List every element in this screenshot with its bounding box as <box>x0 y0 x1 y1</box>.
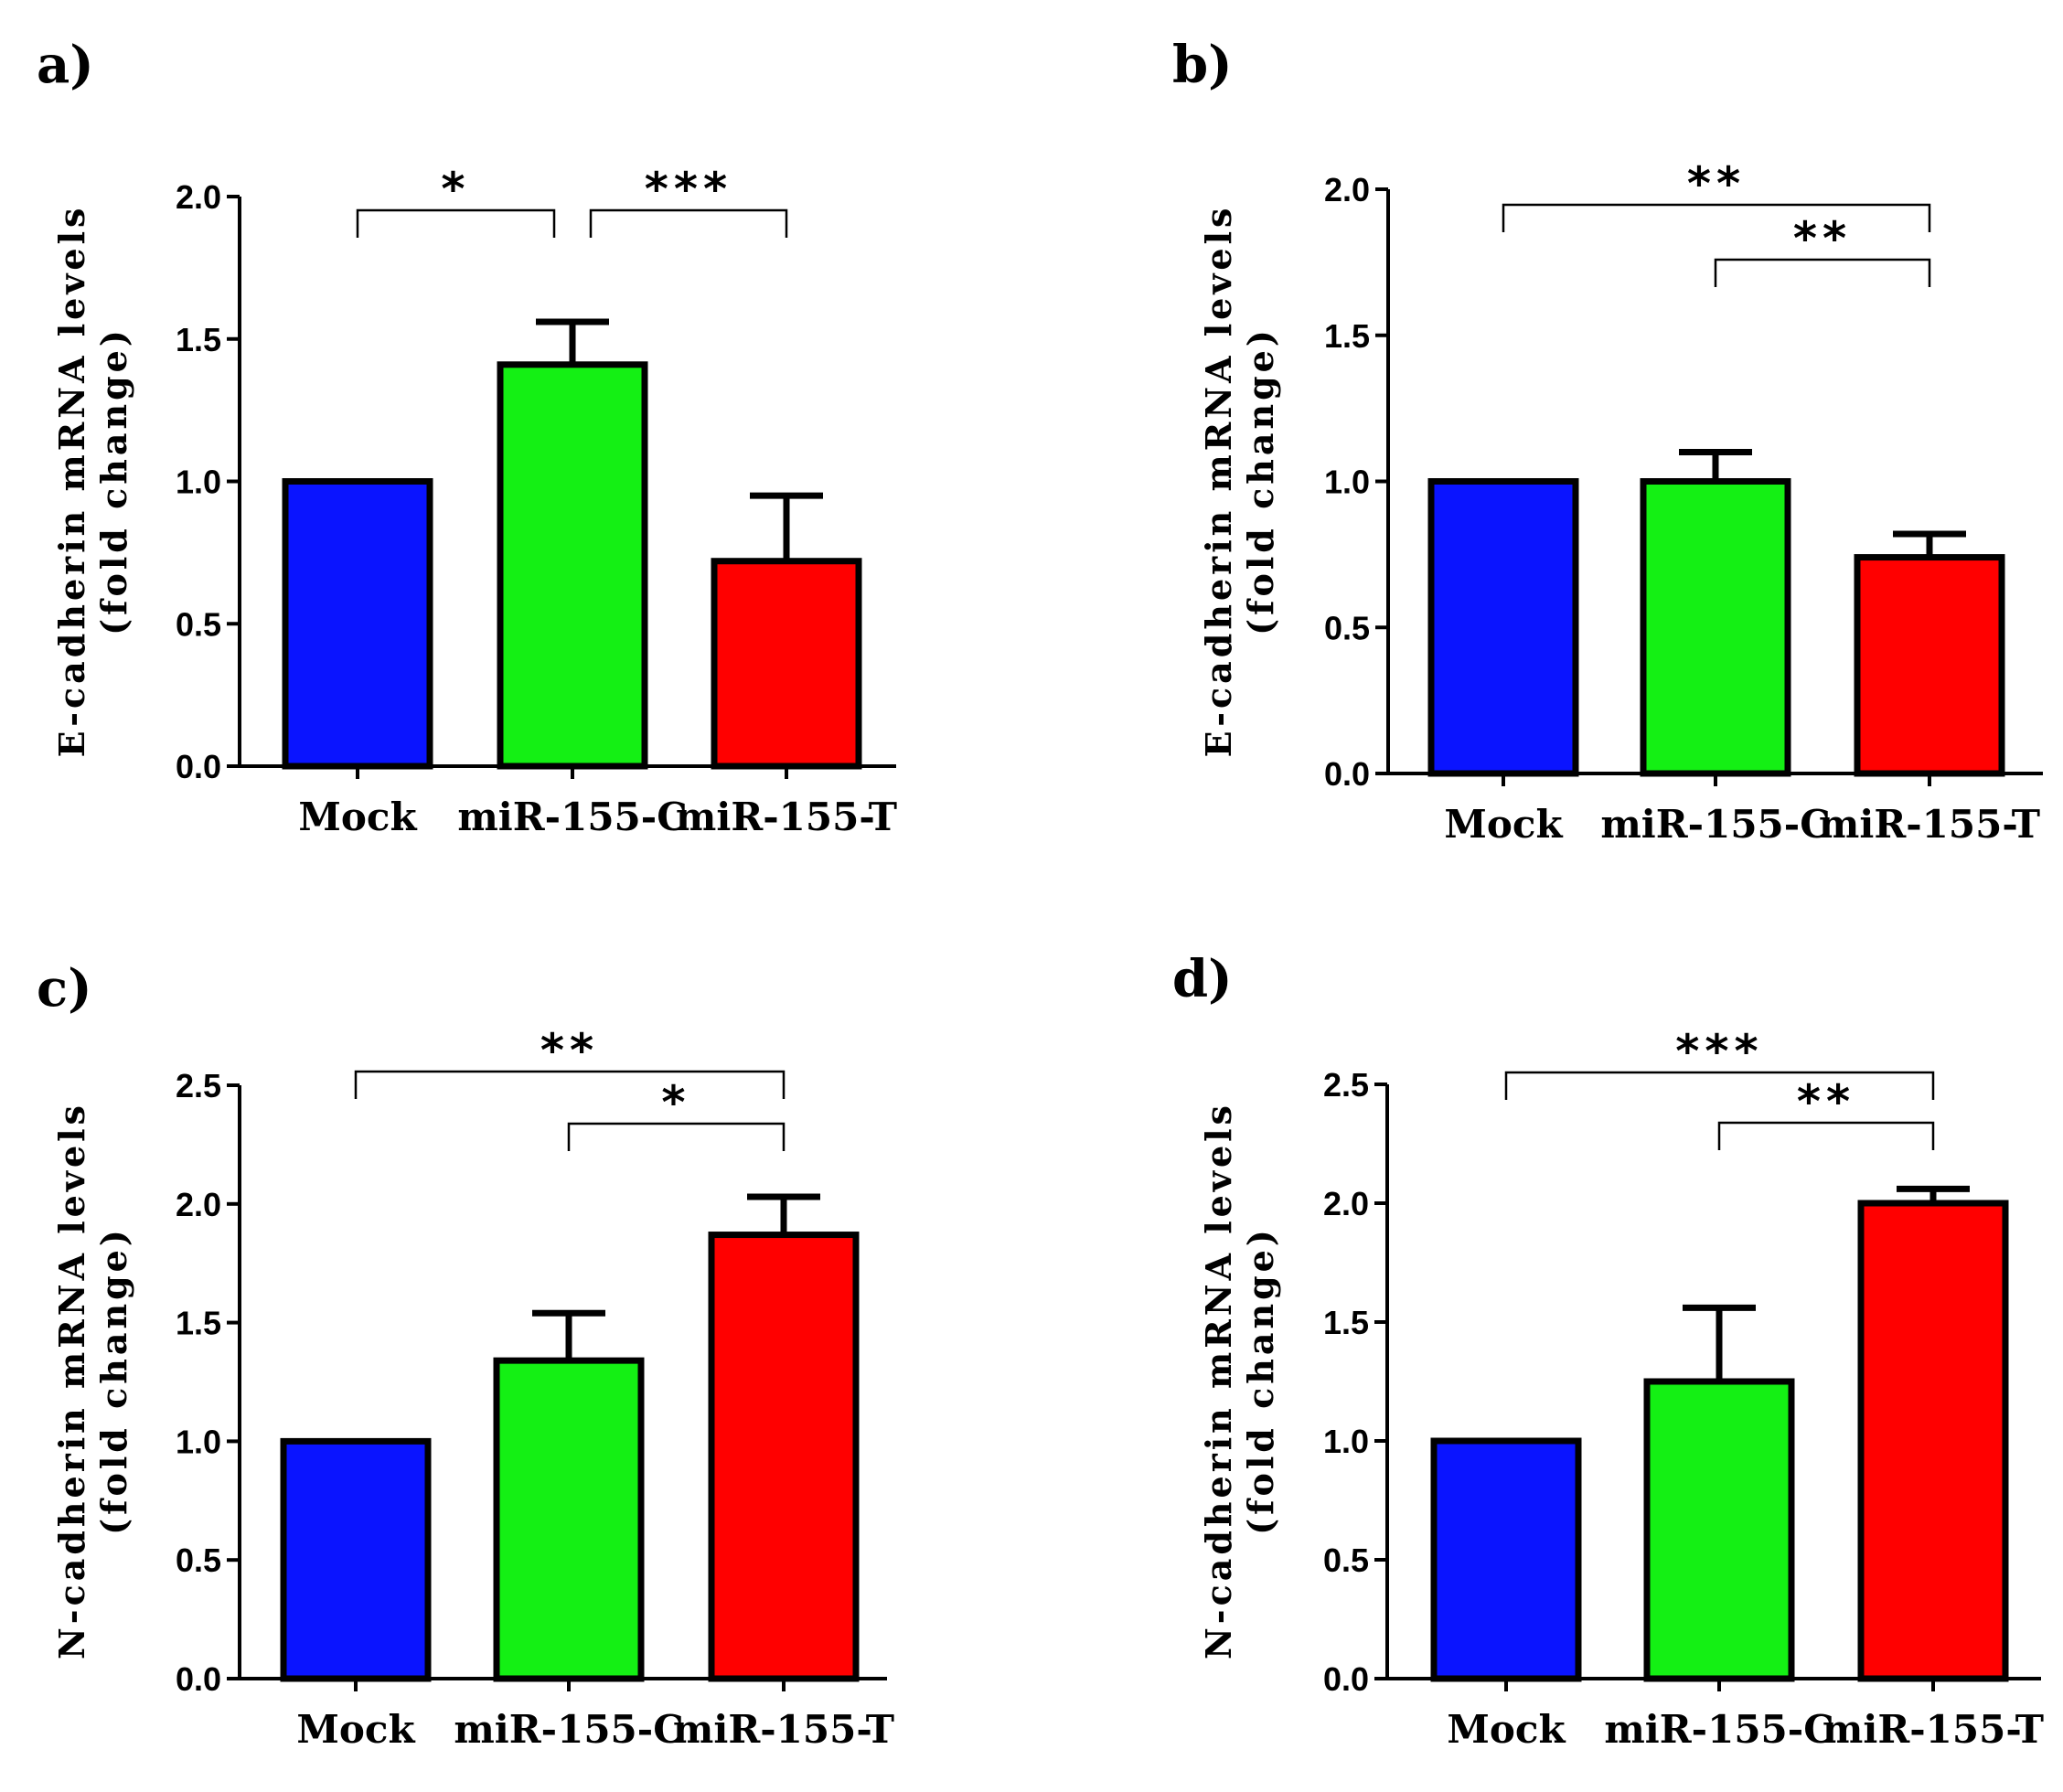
y-tick-label: 0.5 <box>1324 609 1370 646</box>
y-tick-label: 0.0 <box>176 748 221 785</box>
x-tick-label: miR-155-C <box>454 1707 683 1752</box>
significance-label: *** <box>645 163 732 216</box>
x-tick-label: miR-155-C <box>1600 802 1830 847</box>
x-tick-label: Mock <box>296 1707 415 1752</box>
y-tick-label: 0.0 <box>176 1660 221 1698</box>
y-tick-label: 2.0 <box>1324 171 1370 208</box>
bar-mir-155-t <box>1854 554 2005 777</box>
y-axis-title-line: N-cadherin mRNA levels <box>51 1102 92 1659</box>
y-tick-label: 2.0 <box>176 1186 221 1223</box>
x-tick-label: Mock <box>1444 802 1563 847</box>
y-axis-title-line: E-cadherin mRNA levels <box>51 205 92 758</box>
y-tick-label: 0.0 <box>1324 755 1370 793</box>
y-tick-label: 2.0 <box>1323 1185 1369 1222</box>
bar-mir-155-t <box>711 558 862 770</box>
bar-mir-155-c <box>497 361 648 770</box>
bar-mir-155-c <box>1640 478 1791 777</box>
bar-mir-155-t <box>1857 1200 2009 1682</box>
y-axis-title-line: (fold change) <box>1240 1226 1281 1535</box>
x-tick-label: miR-155-C <box>457 795 687 839</box>
panel-label: d) <box>1172 949 1233 1009</box>
y-axis-title-line: N-cadherin mRNA levels <box>1198 1102 1239 1659</box>
y-tick-label: 1.0 <box>176 464 221 501</box>
y-tick-label: 1.5 <box>176 1305 221 1342</box>
bar-mock <box>282 478 433 770</box>
panel-label: a) <box>37 35 94 95</box>
x-tick-label: Mock <box>1447 1707 1566 1752</box>
y-tick-label: 1.0 <box>1324 464 1370 501</box>
significance-bracket <box>589 208 788 238</box>
significance-label: * <box>661 1076 690 1129</box>
y-axis-title-line: (fold change) <box>93 326 134 635</box>
chart-panel-b: b) E-cadherin mRNA levels (fold change) 0.0… <box>1172 35 2043 847</box>
y-tick-label: 2.5 <box>1323 1066 1369 1104</box>
bar-mock <box>1430 1437 1582 1682</box>
bar-mir-155-c <box>493 1357 645 1682</box>
x-tick-label: Mock <box>298 795 417 839</box>
significance-bracket <box>1504 1071 1935 1100</box>
panel-label: c) <box>37 958 92 1019</box>
y-axis-title: N-cadherin mRNA levels (fold change) <box>51 1102 134 1659</box>
y-axis-title: E-cadherin mRNA levels (fold change) <box>1198 205 1281 758</box>
y-tick-label: 1.5 <box>1323 1304 1369 1341</box>
chart-panel-a: a) E-cadherin mRNA levels (fold change) 0.0… <box>37 35 897 839</box>
bar-mir-155-t <box>708 1232 860 1682</box>
y-tick-label: 0.5 <box>176 1541 221 1579</box>
chart-panel-d: d) N-cadherin mRNA levels (fold change) 0.0… <box>1172 949 2044 1752</box>
y-tick-label: 1.0 <box>1323 1423 1369 1460</box>
y-axis-title-line: (fold change) <box>1240 326 1281 635</box>
y-tick-label: 1.5 <box>176 321 221 358</box>
significance-bracket <box>567 1122 786 1151</box>
panel-label: b) <box>1172 35 1233 95</box>
y-axis-title-line: E-cadherin mRNA levels <box>1198 205 1239 758</box>
y-tick-label: 0.0 <box>1323 1660 1369 1698</box>
significance-label: * <box>441 163 470 216</box>
y-tick-label: 0.5 <box>1323 1541 1369 1579</box>
bar-mock <box>1427 478 1579 777</box>
y-axis-title: E-cadherin mRNA levels (fold change) <box>51 205 134 758</box>
x-tick-label: miR-155-T <box>676 795 897 839</box>
bar-mir-155-c <box>1643 1378 1795 1682</box>
significance-label: ** <box>1793 212 1852 265</box>
y-axis-title: N-cadherin mRNA levels (fold change) <box>1198 1102 1281 1659</box>
significance-bracket <box>1714 258 1931 287</box>
significance-label: ** <box>1687 157 1746 210</box>
x-tick-label: miR-155-T <box>673 1707 894 1752</box>
significance-label: *** <box>1675 1025 1763 1078</box>
significance-bracket <box>1502 203 1931 232</box>
bar-mock <box>280 1437 432 1682</box>
y-axis-title-line: (fold change) <box>93 1226 134 1535</box>
significance-bracket <box>1717 1121 1935 1150</box>
x-tick-label: miR-155-T <box>1819 802 2040 847</box>
x-tick-label: miR-155-T <box>1822 1707 2044 1752</box>
chart-panel-c: c) N-cadherin mRNA levels (fold change) 0.0… <box>37 958 894 1752</box>
x-tick-label: miR-155-C <box>1604 1707 1833 1752</box>
significance-label: ** <box>540 1024 599 1077</box>
significance-label: ** <box>1797 1075 1855 1128</box>
significance-bracket <box>354 1070 786 1099</box>
y-tick-label: 1.5 <box>1324 317 1370 355</box>
y-tick-label: 2.5 <box>176 1067 221 1104</box>
y-tick-label: 2.0 <box>176 178 221 216</box>
significance-bracket <box>356 208 556 238</box>
y-tick-label: 0.5 <box>176 605 221 643</box>
y-tick-label: 1.0 <box>176 1423 221 1460</box>
